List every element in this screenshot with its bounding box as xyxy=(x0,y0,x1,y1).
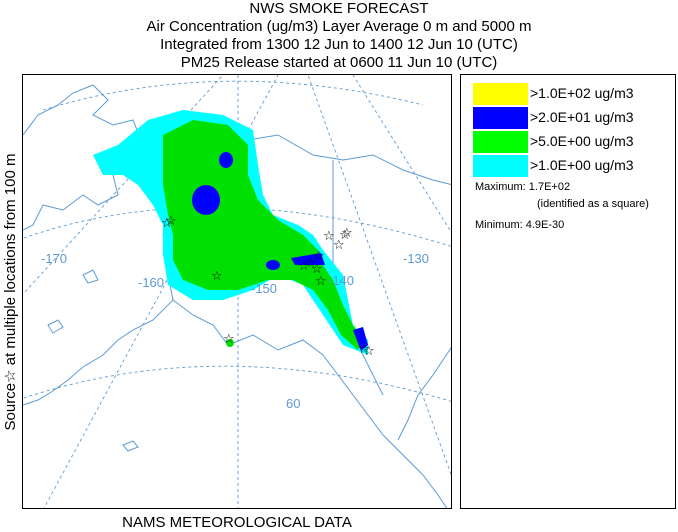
minimum-stat: Minimum: 4.9E-30 xyxy=(475,219,564,231)
source-star-icon: ☆ xyxy=(333,238,345,253)
island xyxy=(82,269,99,284)
source-star-icon: ☆ xyxy=(298,259,310,274)
legend-swatch xyxy=(473,107,528,129)
source-star-icon: ☆ xyxy=(315,274,327,289)
smoke-map: -170 -160 -150 -140 -130 60 ☆ ☆ ☆ ☆ ☆ ☆ … xyxy=(22,74,452,509)
source-markers: ☆ ☆ ☆ ☆ ☆ ☆ ☆ ☆ ☆ ☆ ☆ ☆ ☆ ☆ ☆ xyxy=(161,214,375,359)
plume-blue xyxy=(219,152,233,168)
longitude-label: -150 xyxy=(251,281,277,296)
source-location-text: Source☆ at multiple locations from 100 m xyxy=(2,153,19,431)
legend-label: >1.0E+00 ug/m3 xyxy=(530,157,634,173)
source-star-icon: ☆ xyxy=(339,228,351,243)
plume-green xyxy=(163,120,363,350)
legend-panel: >1.0E+02 ug/m3 >2.0E+01 ug/m3 >5.0E+00 u… xyxy=(460,74,676,509)
source-star-icon: ☆ xyxy=(363,344,375,359)
source-star-icon: ☆ xyxy=(313,249,325,264)
legend-swatch xyxy=(473,83,528,105)
plume-blue xyxy=(291,253,325,265)
island xyxy=(47,319,64,334)
source-star-icon: ☆ xyxy=(165,214,177,229)
source-location-label: Source☆ at multiple locations from 100 m xyxy=(0,75,20,509)
legend-label: >1.0E+02 ug/m3 xyxy=(530,85,634,101)
map-canvas: -170 -160 -150 -140 -130 60 ☆ ☆ ☆ ☆ ☆ ☆ … xyxy=(23,75,451,508)
release-start: PM25 Release started at 0600 11 Jun 10 (… xyxy=(180,54,498,71)
longitude-label: -170 xyxy=(41,251,67,266)
plume-green xyxy=(226,339,234,347)
meridian-line xyxy=(352,75,451,233)
longitude-label: -160 xyxy=(138,275,164,290)
longitude-label: -130 xyxy=(403,251,429,266)
legend-swatch xyxy=(473,155,528,177)
legend-label: >2.0E+01 ug/m3 xyxy=(530,109,634,125)
legend-entry: >1.0E+00 ug/m3 xyxy=(473,155,673,177)
parallel-line xyxy=(23,365,451,402)
bc-coast xyxy=(397,347,451,441)
legend-entry: >2.0E+01 ug/m3 xyxy=(473,107,673,129)
longitude-label: -140 xyxy=(328,273,354,288)
source-star-icon: ☆ xyxy=(311,262,323,277)
parallel-line xyxy=(42,80,424,111)
source-star-icon: ☆ xyxy=(323,229,335,244)
maximum-stat: Maximum: 1.7E+02 xyxy=(475,181,570,193)
legend-label: >5.0E+00 ug/m3 xyxy=(530,133,634,149)
plume-blue xyxy=(192,185,220,215)
integration-period: Integrated from 1300 12 Jun to 1400 12 J… xyxy=(160,36,518,53)
plume-blue xyxy=(353,327,368,351)
gulf-coast xyxy=(172,299,448,508)
source-star-icon: ☆ xyxy=(211,269,223,284)
minimum-label: Minimum: xyxy=(475,219,523,231)
source-star-icon: ☆ xyxy=(223,332,235,347)
meteorological-data-label: NAMS METEOROLOGICAL DATA xyxy=(122,514,352,531)
latitude-label: 60 xyxy=(286,396,300,411)
plume-blue xyxy=(266,260,280,270)
source-star-icon: ☆ xyxy=(161,216,173,231)
legend-entry: >1.0E+02 ug/m3 xyxy=(473,83,673,105)
source-star-icon: ☆ xyxy=(341,226,353,241)
minimum-value: 4.9E-30 xyxy=(525,219,565,231)
source-star-icon: ☆ xyxy=(358,342,370,357)
legend-entry: >5.0E+00 ug/m3 xyxy=(473,131,673,153)
source-star-icon: ☆ xyxy=(305,256,317,271)
island xyxy=(122,440,139,452)
concentration-description: Air Concentration (ug/m3) Layer Average … xyxy=(146,18,532,35)
legend-swatch xyxy=(473,131,528,153)
maximum-label: Maximum: xyxy=(475,181,526,193)
meridian-line xyxy=(43,75,279,508)
forecast-title: NWS SMOKE FORECAST xyxy=(249,0,429,17)
maximum-note: (identified as a square) xyxy=(537,198,649,210)
maximum-value: 1.7E+02 xyxy=(528,181,571,193)
